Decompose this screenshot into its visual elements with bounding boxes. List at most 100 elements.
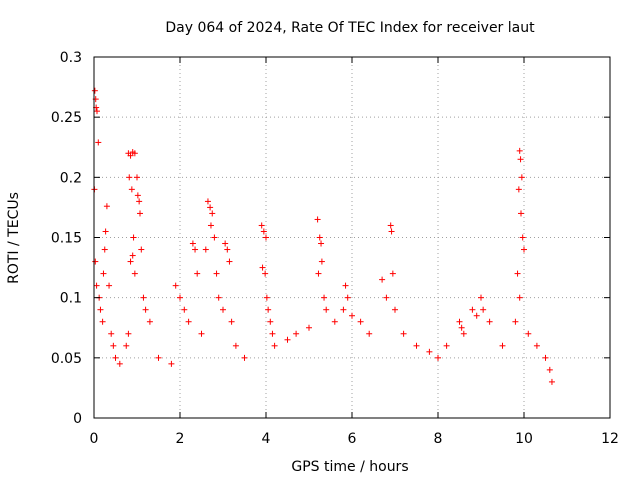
y-tick-label: 0.2 [60, 170, 82, 186]
data-point [262, 270, 269, 277]
y-tick-label: 0.1 [60, 291, 82, 307]
data-point [140, 294, 147, 301]
data-point [198, 330, 205, 337]
data-point [521, 246, 527, 253]
data-point [177, 294, 183, 301]
data-point [204, 198, 211, 205]
data-point [110, 342, 117, 349]
data-point [388, 228, 395, 235]
data-point [108, 330, 115, 337]
data-point [202, 246, 209, 253]
data-point [460, 330, 467, 337]
data-point [517, 156, 524, 163]
data-point [546, 366, 553, 373]
data-point [525, 330, 532, 337]
data-point [265, 306, 272, 313]
data-point [340, 306, 347, 313]
data-point [138, 246, 145, 253]
data-point [314, 216, 321, 223]
data-point [456, 318, 463, 325]
data-point [189, 240, 196, 247]
data-point [389, 270, 396, 277]
data-point [224, 246, 231, 253]
data-point [357, 318, 364, 325]
x-tick-label: 4 [262, 431, 271, 447]
x-tick-label: 10 [515, 431, 533, 447]
data-point [512, 318, 519, 325]
data-point [519, 234, 526, 241]
data-point [112, 354, 119, 361]
data-point [344, 294, 351, 301]
data-point [116, 360, 123, 367]
data-point [316, 234, 323, 241]
data-point [241, 354, 248, 361]
data-point [518, 174, 525, 181]
data-point [514, 270, 521, 277]
data-point [127, 258, 134, 265]
data-point [533, 342, 540, 349]
data-point [126, 174, 133, 181]
data-point [349, 312, 355, 319]
data-point [136, 198, 143, 205]
data-point [480, 306, 487, 313]
data-point [469, 306, 476, 313]
data-point [100, 270, 107, 277]
data-point [172, 282, 179, 289]
data-point [220, 306, 226, 313]
data-point [128, 186, 135, 193]
data-point [499, 342, 506, 349]
data-point [516, 147, 523, 154]
x-tick-label: 12 [601, 431, 619, 447]
data-point [271, 342, 278, 349]
data-point [259, 264, 266, 271]
data-point [134, 192, 141, 199]
data-point [306, 324, 312, 331]
data-point [228, 318, 235, 325]
data-point [284, 336, 291, 343]
data-point [400, 330, 407, 337]
data-point [323, 306, 330, 313]
y-tick-label: 0.15 [51, 231, 82, 247]
x-tick-label: 0 [90, 431, 99, 447]
y-axis-label: ROTI / TECUs [6, 192, 22, 284]
data-point [213, 270, 220, 277]
data-point [260, 228, 267, 235]
data-point [548, 378, 555, 385]
data-point [101, 246, 108, 253]
x-tick-label: 6 [348, 431, 357, 447]
data-point [207, 222, 214, 229]
data-point [95, 139, 102, 146]
data-point [134, 174, 140, 181]
y-tick-label: 0.25 [51, 110, 82, 126]
data-point [387, 222, 394, 229]
data-point [92, 258, 99, 265]
data-point [168, 360, 175, 367]
chart-title: Day 064 of 2024, Rate Of TEC Index for r… [165, 20, 535, 36]
data-point [486, 318, 493, 325]
data-point [392, 306, 398, 313]
data-point [515, 186, 522, 193]
data-point [413, 342, 420, 349]
data-point [123, 342, 130, 349]
data-point [130, 234, 137, 241]
data-point [125, 330, 132, 337]
data-point [315, 270, 322, 277]
data-point [185, 318, 192, 325]
data-point [94, 108, 101, 115]
data-point [192, 246, 199, 253]
data-point [106, 282, 113, 289]
data-point [102, 228, 109, 235]
data-point [379, 276, 386, 283]
data-point [263, 294, 270, 301]
data-point [331, 318, 338, 325]
data-point [131, 150, 138, 157]
data-point [383, 294, 390, 301]
data-point [269, 330, 276, 337]
data-point [263, 234, 269, 241]
data-point [473, 312, 480, 319]
data-point [215, 294, 222, 301]
data-point [91, 87, 98, 94]
data-point [232, 342, 239, 349]
data-points [91, 87, 555, 385]
